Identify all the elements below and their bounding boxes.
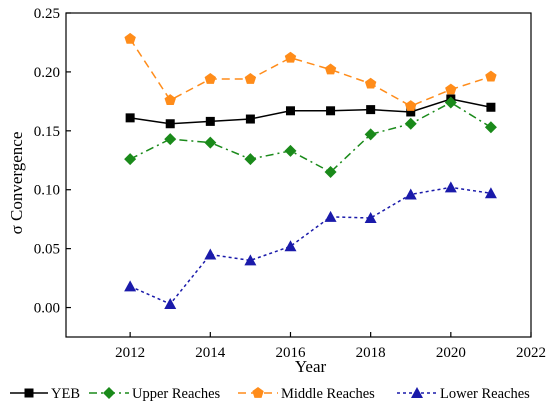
x-tick-label: 2014 — [195, 345, 226, 361]
series-line-lower-reaches — [129, 186, 492, 305]
data-point-upper-reaches — [484, 121, 497, 134]
legend-marker-lower-reaches — [411, 387, 423, 398]
y-tick-label: 0.15 — [34, 124, 60, 140]
legend-label-yeb: YEB — [51, 386, 80, 402]
data-point-middle-reaches — [124, 32, 136, 44]
data-point-yeb — [245, 114, 255, 124]
x-tick-label: 2016 — [275, 345, 306, 361]
data-point-upper-reaches — [204, 136, 217, 149]
legend-label-upper-reaches: Upper Reaches — [132, 386, 221, 402]
legend-item-lower-reaches: Lower Reaches — [397, 386, 530, 402]
series-middle-reaches — [124, 32, 497, 111]
x-tick-label: 2022 — [516, 345, 546, 361]
series-line-middle-reaches — [129, 38, 492, 107]
series-upper-reaches — [124, 96, 497, 179]
y-tick-label: 0.10 — [34, 183, 60, 199]
plot-frame — [65, 12, 532, 338]
data-point-lower-reaches — [204, 248, 217, 260]
data-point-middle-reaches — [244, 72, 257, 84]
legend-marker-upper-reaches — [103, 387, 115, 399]
y-tick-label: 0.20 — [34, 65, 60, 81]
data-point-lower-reaches — [244, 254, 257, 266]
data-point-yeb — [406, 107, 416, 117]
data-point-yeb — [366, 105, 376, 115]
legend-label-lower-reaches: Lower Reaches — [440, 386, 530, 402]
data-point-middle-reaches — [284, 51, 297, 63]
data-point-upper-reaches — [444, 96, 457, 109]
series-group — [124, 32, 497, 310]
data-point-upper-reaches — [404, 117, 417, 130]
data-point-lower-reaches — [124, 280, 137, 292]
data-point-yeb — [486, 102, 496, 112]
series-line-upper-reaches — [129, 101, 492, 173]
data-point-upper-reaches — [324, 166, 337, 179]
legend-label-middle-reaches: Middle Reaches — [281, 386, 375, 402]
data-point-lower-reaches — [284, 240, 297, 252]
data-point-middle-reaches — [405, 100, 417, 111]
data-point-upper-reaches — [124, 153, 137, 166]
data-point-upper-reaches — [364, 128, 377, 141]
legend-item-middle-reaches: Middle Reaches — [238, 386, 375, 402]
data-point-lower-reaches — [444, 181, 457, 193]
data-point-lower-reaches — [404, 188, 417, 200]
data-point-upper-reaches — [244, 153, 257, 166]
data-point-yeb — [205, 116, 215, 126]
data-point-upper-reaches — [164, 133, 177, 146]
data-point-middle-reaches — [204, 72, 217, 84]
legend-item-yeb: YEB — [10, 386, 80, 402]
y-axis-title: σ Convergence — [7, 132, 26, 235]
data-point-yeb — [326, 106, 336, 116]
x-tick-label: 2018 — [356, 345, 386, 361]
series-line-yeb — [130, 98, 492, 125]
data-point-middle-reaches — [324, 63, 337, 75]
axes: 2012 2014 2016 2018 2020 2022 0.00 0.05 0.10 0.15… — [34, 6, 546, 361]
data-point-middle-reaches — [445, 83, 457, 95]
data-point-lower-reaches — [324, 210, 337, 222]
data-point-middle-reaches — [164, 94, 176, 106]
y-tick-label: 0.25 — [34, 6, 60, 22]
y-tick-label: 0.00 — [34, 301, 60, 317]
y-tick-label: 0.05 — [34, 242, 60, 258]
data-point-yeb — [125, 113, 135, 123]
x-axis-title: Year — [295, 357, 327, 376]
series-yeb — [125, 94, 496, 129]
data-point-yeb — [165, 119, 175, 129]
data-point-middle-reaches — [485, 70, 497, 82]
data-point-yeb — [285, 106, 295, 116]
data-point-lower-reaches — [164, 298, 177, 310]
legend: YEB Upper Reaches Middle Reaches Lower Reac… — [10, 386, 530, 402]
series-lower-reaches — [124, 181, 497, 310]
legend-marker-yeb — [24, 388, 34, 398]
legend-marker-middle-reaches — [252, 387, 264, 398]
data-point-lower-reaches — [484, 187, 497, 199]
x-tick-label: 2012 — [115, 345, 145, 361]
data-point-middle-reaches — [364, 77, 377, 89]
data-point-upper-reaches — [284, 144, 297, 157]
data-point-lower-reaches — [364, 212, 377, 224]
x-tick-label: 2020 — [436, 345, 466, 361]
legend-item-upper-reaches: Upper Reaches — [89, 386, 221, 402]
